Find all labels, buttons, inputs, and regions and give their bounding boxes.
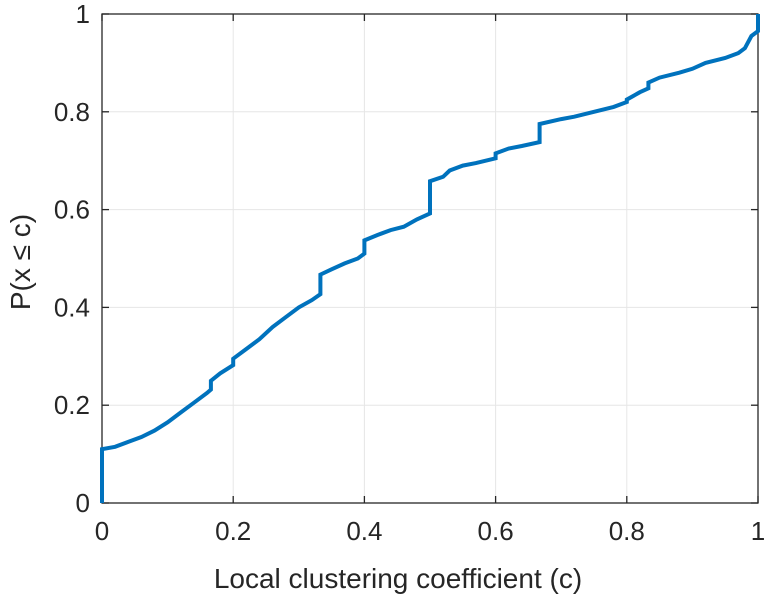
x-tick-label: 0.2 <box>215 516 251 546</box>
x-axis-title: Local clustering coefficient (c) <box>214 563 582 594</box>
x-tick-labels: 0 0.2 0.4 0.6 0.8 1 <box>95 516 765 546</box>
y-tick-labels: 0 0.2 0.4 0.6 0.8 1 <box>54 0 90 518</box>
y-tick-label: 0.6 <box>54 195 90 225</box>
x-tick-label: 0 <box>95 516 109 546</box>
grid <box>102 14 758 503</box>
x-tick-label: 0.4 <box>346 516 382 546</box>
x-tick-label: 1 <box>751 516 765 546</box>
cdf-line <box>100 14 760 503</box>
x-tick-label: 0.6 <box>478 516 514 546</box>
axes-box <box>101 13 759 504</box>
y-tick-label: 0 <box>76 488 90 518</box>
ticks <box>101 13 759 504</box>
y-tick-label: 0.4 <box>54 292 90 322</box>
y-tick-label: 0.8 <box>54 97 90 127</box>
y-axis-title: P(x ≤ c) <box>5 214 36 310</box>
x-tick-label: 0.8 <box>609 516 645 546</box>
y-tick-label: 1 <box>76 0 90 29</box>
y-tick-label: 0.2 <box>54 390 90 420</box>
